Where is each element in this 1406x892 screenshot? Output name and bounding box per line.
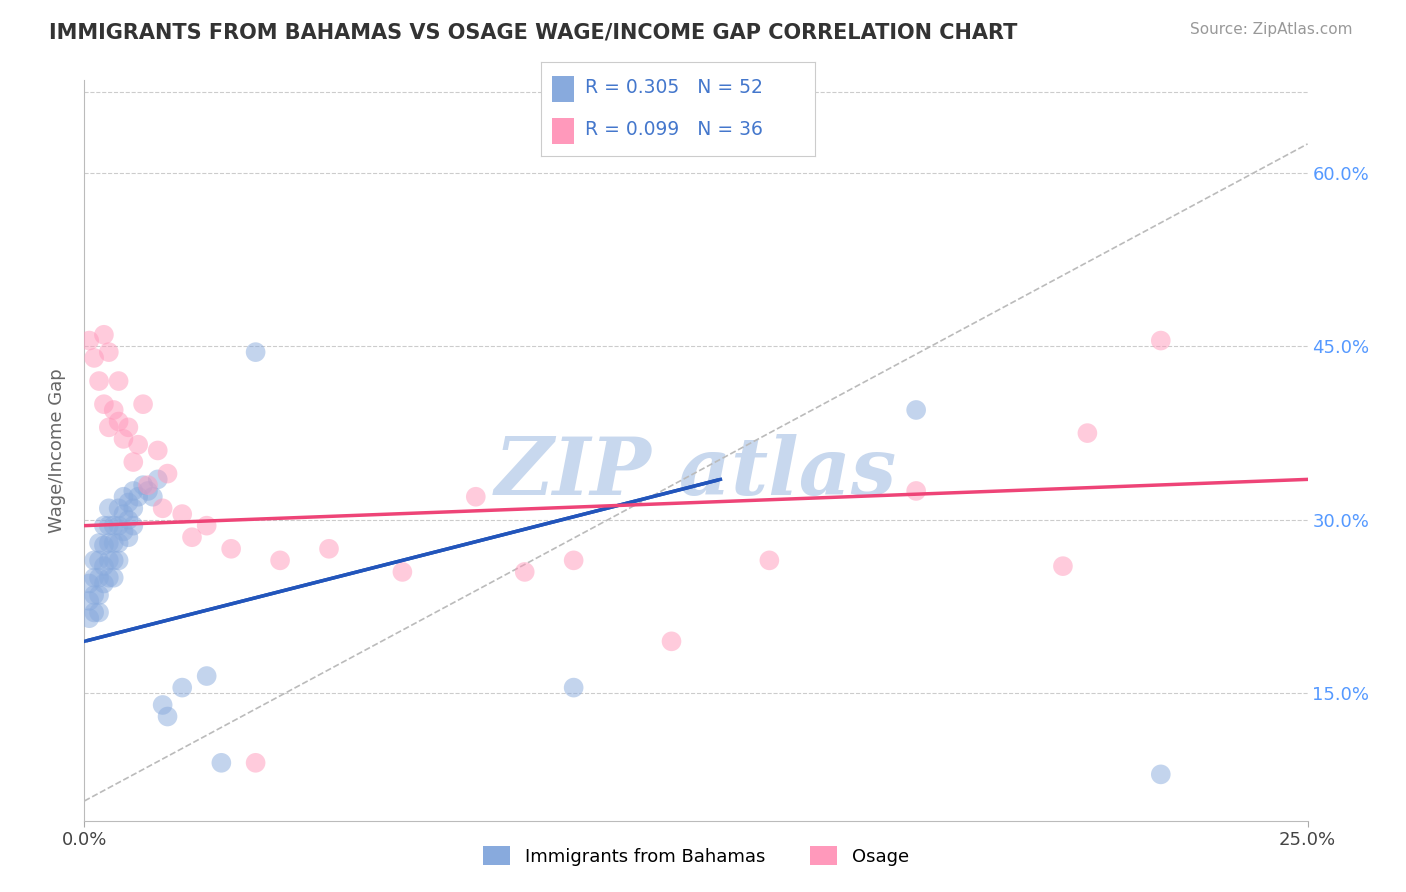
Point xyxy=(132,478,155,492)
Point xyxy=(195,518,218,533)
Point xyxy=(83,588,105,602)
Point xyxy=(117,530,139,544)
Point xyxy=(562,553,585,567)
Point xyxy=(245,345,267,359)
Point xyxy=(103,571,125,585)
Point xyxy=(172,507,194,521)
Point xyxy=(112,507,135,521)
Point xyxy=(318,541,340,556)
Point xyxy=(122,501,145,516)
Point xyxy=(93,327,115,342)
Point xyxy=(107,374,129,388)
Point xyxy=(87,553,110,567)
Point xyxy=(905,483,928,498)
Point xyxy=(391,565,413,579)
Point xyxy=(97,501,120,516)
Point xyxy=(107,501,129,516)
Point xyxy=(117,495,139,509)
Point xyxy=(661,634,683,648)
Point xyxy=(77,611,100,625)
Point xyxy=(93,538,115,552)
Point xyxy=(562,681,585,695)
Point xyxy=(97,518,120,533)
Point xyxy=(245,756,267,770)
Point xyxy=(1150,334,1173,348)
Point xyxy=(146,472,169,486)
Point xyxy=(97,420,120,434)
Text: ZIP atlas: ZIP atlas xyxy=(495,434,897,511)
Point xyxy=(93,397,115,411)
Point xyxy=(269,553,291,567)
Point xyxy=(107,518,129,533)
Point xyxy=(97,571,120,585)
Point xyxy=(152,698,174,712)
Point xyxy=(1150,767,1173,781)
Point xyxy=(117,513,139,527)
Point xyxy=(464,490,486,504)
Point xyxy=(142,490,165,504)
Point xyxy=(83,571,105,585)
Point xyxy=(93,518,115,533)
Point xyxy=(127,490,149,504)
Point xyxy=(195,669,218,683)
Point xyxy=(156,467,179,481)
Point xyxy=(152,501,174,516)
Point xyxy=(87,588,110,602)
Point xyxy=(97,536,120,550)
Point xyxy=(107,415,129,429)
Point xyxy=(107,536,129,550)
Point xyxy=(83,553,105,567)
Point xyxy=(93,559,115,574)
Point xyxy=(122,483,145,498)
Legend: Immigrants from Bahamas, Osage: Immigrants from Bahamas, Osage xyxy=(474,837,918,874)
Point xyxy=(77,594,100,608)
Point xyxy=(122,518,145,533)
Point xyxy=(209,756,232,770)
Point xyxy=(172,681,194,695)
Point xyxy=(181,530,204,544)
Point xyxy=(77,576,100,591)
Point xyxy=(103,518,125,533)
Point xyxy=(122,455,145,469)
Point xyxy=(93,576,115,591)
Point xyxy=(112,524,135,539)
Point xyxy=(87,374,110,388)
Point xyxy=(112,432,135,446)
Point xyxy=(156,709,179,723)
Y-axis label: Wage/Income Gap: Wage/Income Gap xyxy=(48,368,66,533)
Point xyxy=(83,606,105,620)
Point xyxy=(136,478,159,492)
Text: Source: ZipAtlas.com: Source: ZipAtlas.com xyxy=(1189,22,1353,37)
Point xyxy=(103,536,125,550)
Bar xyxy=(553,76,574,102)
Point xyxy=(146,443,169,458)
Point xyxy=(136,483,159,498)
Point xyxy=(87,571,110,585)
Text: IMMIGRANTS FROM BAHAMAS VS OSAGE WAGE/INCOME GAP CORRELATION CHART: IMMIGRANTS FROM BAHAMAS VS OSAGE WAGE/IN… xyxy=(49,22,1018,42)
Point xyxy=(83,351,105,365)
Point xyxy=(132,397,155,411)
Point xyxy=(77,334,100,348)
Point xyxy=(87,606,110,620)
Point xyxy=(97,553,120,567)
Point xyxy=(1052,559,1074,574)
Point xyxy=(103,553,125,567)
Point xyxy=(219,541,242,556)
Point xyxy=(905,403,928,417)
Point xyxy=(97,345,120,359)
Point xyxy=(513,565,536,579)
Point xyxy=(758,553,780,567)
Point xyxy=(112,490,135,504)
Point xyxy=(127,438,149,452)
Bar xyxy=(553,118,574,144)
Text: R = 0.099   N = 36: R = 0.099 N = 36 xyxy=(585,120,763,139)
Point xyxy=(87,536,110,550)
Point xyxy=(107,553,129,567)
Text: R = 0.305   N = 52: R = 0.305 N = 52 xyxy=(585,78,763,97)
Point xyxy=(1076,426,1098,441)
Point xyxy=(103,403,125,417)
Point xyxy=(117,420,139,434)
